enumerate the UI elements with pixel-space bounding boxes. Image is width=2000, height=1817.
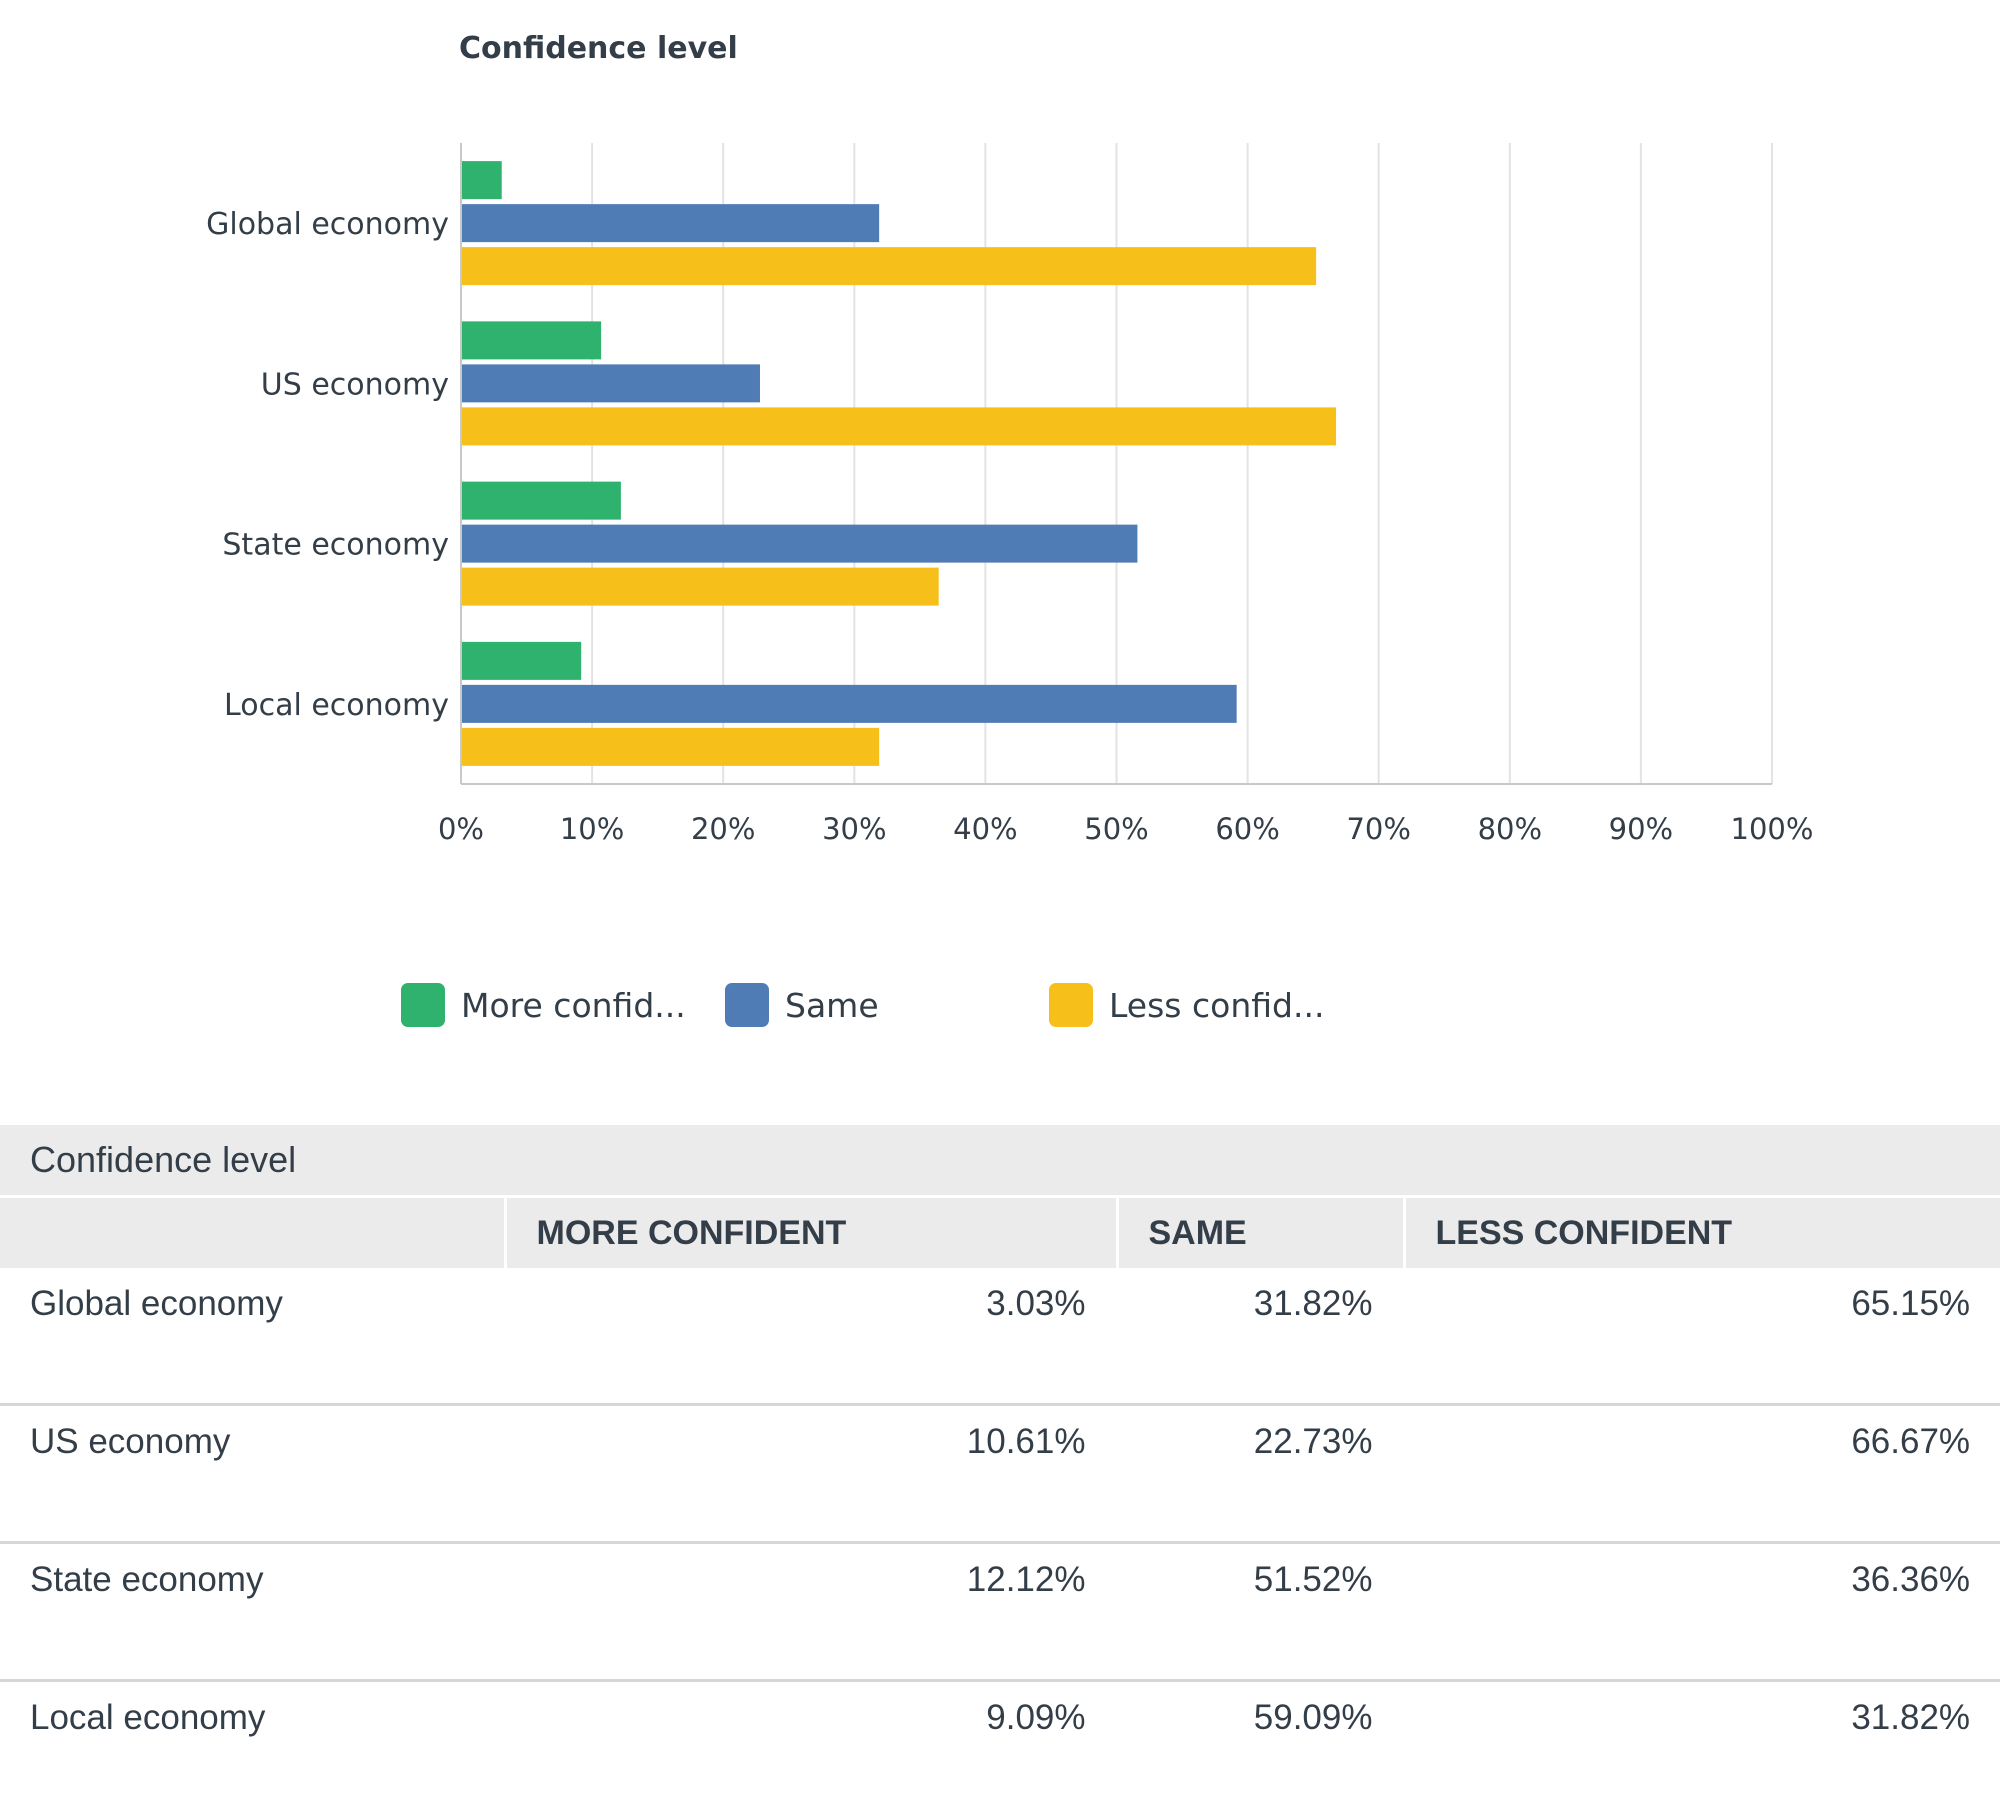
legend-swatch: [725, 983, 769, 1027]
column-header-less-confident: LESS CONFIDENT: [1404, 1197, 2000, 1269]
category-label-global-economy: Global economy: [206, 207, 449, 242]
cell-same: 22.73%: [1117, 1405, 1404, 1543]
bar-us-economy-more-confid: [462, 321, 601, 359]
column-header-blank: [0, 1197, 505, 1269]
cell-more-confident: 9.09%: [505, 1681, 1117, 1817]
row-label: State economy: [0, 1543, 505, 1681]
bar-local-economy-more-confid: [462, 642, 581, 680]
category-labels: Global economy US economy State economy Loc…: [206, 207, 449, 723]
x-tick-label: 40%: [953, 812, 1017, 846]
table-title-row: Confidence level: [0, 1125, 2000, 1197]
legend-label: More confid...: [461, 986, 686, 1025]
bar-us-economy-same: [462, 364, 760, 402]
legend-label: Less confid...: [1109, 986, 1324, 1025]
x-tick-label: 90%: [1609, 812, 1673, 846]
cell-same: 51.52%: [1117, 1543, 1404, 1681]
x-tick-label: 10%: [560, 812, 624, 846]
x-tick-label: 0%: [438, 812, 484, 846]
table-row: Local economy 9.09% 59.09% 31.82%: [0, 1681, 2000, 1817]
legend-swatch: [1049, 983, 1093, 1027]
table-row: Global economy 3.03% 31.82% 65.15%: [0, 1268, 2000, 1405]
category-label-us-economy: US economy: [261, 367, 449, 402]
legend-item-less-confid: Less confid...: [1049, 983, 1324, 1027]
bar-local-economy-same: [462, 685, 1237, 723]
cell-less-confident: 36.36%: [1404, 1543, 2000, 1681]
bar-local-economy-less-confid: [462, 728, 879, 766]
table-row: US economy 10.61% 22.73% 66.67%: [0, 1405, 2000, 1543]
row-label: Local economy: [0, 1681, 505, 1817]
x-tick-label: 50%: [1084, 812, 1148, 846]
table-row: State economy 12.12% 51.52% 36.36%: [0, 1543, 2000, 1681]
cell-more-confident: 3.03%: [505, 1268, 1117, 1405]
x-tick-label: 70%: [1346, 812, 1410, 846]
cell-less-confident: 65.15%: [1404, 1268, 2000, 1405]
chart-title: Confidence level: [459, 31, 738, 66]
x-tick-label: 80%: [1478, 812, 1542, 846]
x-tick-labels: 0% 10% 20% 30% 40% 50% 60% 70% 80% 90% 100%: [438, 812, 1813, 846]
bar-state-economy-more-confid: [462, 482, 621, 520]
x-tick-label: 30%: [822, 812, 886, 846]
cell-more-confident: 10.61%: [505, 1405, 1117, 1543]
bar-state-economy-less-confid: [462, 568, 939, 606]
legend-swatch: [401, 983, 445, 1027]
legend-item-same: Same: [725, 983, 879, 1027]
column-header-more-confident: MORE CONFIDENT: [505, 1197, 1117, 1269]
table-header-row: MORE CONFIDENT SAME LESS CONFIDENT: [0, 1197, 2000, 1269]
bar-global-economy-less-confid: [462, 247, 1316, 285]
cell-less-confident: 66.67%: [1404, 1405, 2000, 1543]
bar-chart: Confidence level Global economy US econom…: [0, 0, 2000, 1110]
bar-global-economy-same: [462, 204, 879, 242]
bar-us-economy-less-confid: [462, 407, 1336, 445]
legend-label: Same: [785, 986, 879, 1025]
bar-state-economy-same: [462, 525, 1137, 563]
column-header-same: SAME: [1117, 1197, 1404, 1269]
x-tick-label: 100%: [1731, 812, 1814, 846]
data-table: Confidence level MORE CONFIDENT SAME LES…: [0, 1125, 2000, 1817]
legend-item-more-confid: More confid...: [401, 983, 686, 1027]
legend: More confid... Same Less confid...: [401, 983, 1324, 1027]
row-label: Global economy: [0, 1268, 505, 1405]
row-label: US economy: [0, 1405, 505, 1543]
category-label-local-economy: Local economy: [224, 688, 449, 723]
bars: [462, 161, 1336, 766]
x-tick-label: 20%: [691, 812, 755, 846]
category-label-state-economy: State economy: [222, 528, 449, 563]
table-title: Confidence level: [0, 1125, 2000, 1197]
cell-same: 31.82%: [1117, 1268, 1404, 1405]
cell-more-confident: 12.12%: [505, 1543, 1117, 1681]
cell-less-confident: 31.82%: [1404, 1681, 2000, 1817]
bar-global-economy-more-confid: [462, 161, 502, 199]
cell-same: 59.09%: [1117, 1681, 1404, 1817]
x-tick-label: 60%: [1215, 812, 1279, 846]
